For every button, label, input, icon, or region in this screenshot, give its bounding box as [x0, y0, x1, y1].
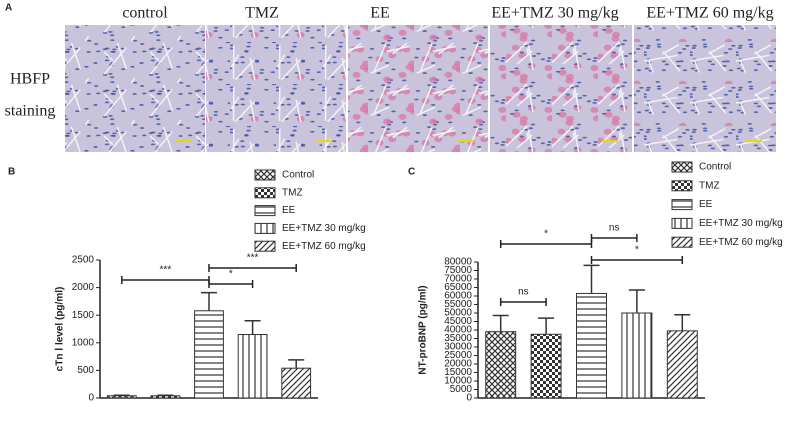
bar: [150, 395, 181, 399]
legend-label: Control: [282, 170, 314, 181]
row-label: staining: [5, 103, 56, 120]
column-label: TMZ: [245, 5, 279, 22]
bar: [621, 312, 653, 399]
y-tick-label: 50000: [444, 308, 472, 319]
histology-image: [65, 25, 205, 152]
legend-swatch: [671, 199, 693, 211]
bar: [106, 395, 137, 399]
bar: [576, 292, 607, 399]
error-bar: [157, 394, 174, 396]
y-axis-label: cTn Ⅰ level (pg/ml): [55, 287, 66, 372]
y-tick-label: 2500: [72, 255, 95, 266]
significance-bracket: [208, 264, 297, 272]
y-tick-label: 1500: [72, 310, 95, 321]
legend-label: TMZ: [282, 187, 303, 198]
error-bar: [674, 313, 691, 331]
significance-bracket: [590, 234, 638, 242]
y-tick-label: 15000: [444, 367, 472, 378]
error-bar: [113, 394, 130, 396]
y-tick-label: 10000: [444, 376, 472, 387]
significance-bracket: [499, 240, 593, 248]
error-bar: [538, 317, 555, 335]
legend-swatch: [671, 180, 693, 192]
legend-label: EE+TMZ 30 mg/kg: [699, 218, 783, 229]
bar: [237, 334, 268, 399]
y-tick-label: 40000: [444, 325, 472, 336]
y-axis-label: NT-proBNP (pg/ml): [418, 285, 429, 374]
y-tick-label: 0: [88, 393, 94, 404]
histology-image: [206, 25, 346, 152]
legend-swatch: [254, 222, 276, 234]
error-bar: [583, 264, 600, 294]
significance-bracket: [499, 298, 547, 306]
significance-bracket: [590, 256, 684, 264]
column-label: EE: [370, 5, 390, 22]
histology-image: [348, 25, 488, 152]
row-label: HBFP: [10, 71, 50, 88]
legend-label: EE+TMZ 60 mg/kg: [282, 241, 366, 252]
y-tick-label: 45000: [444, 316, 472, 327]
y-tick-label: 30000: [444, 342, 472, 353]
legend-label: EE: [282, 205, 296, 216]
bar: [281, 367, 312, 399]
error-bar: [492, 314, 509, 332]
y-tick-label: 20000: [444, 359, 472, 370]
significance-label: *: [544, 229, 548, 240]
error-bar: [244, 319, 261, 335]
y-tick-label: 65000: [444, 282, 472, 293]
y-tick-label: 25000: [444, 350, 472, 361]
legend-swatch: [671, 161, 693, 173]
column-label: EE+TMZ 60 mg/kg: [646, 5, 773, 22]
y-tick-label: 500: [77, 365, 94, 376]
error-bar: [628, 289, 645, 313]
significance-label: ns: [518, 287, 529, 298]
y-tick-label: 55000: [444, 299, 472, 310]
legend-label: EE: [699, 199, 713, 210]
y-tick-label: 70000: [444, 274, 472, 285]
panel-label: B: [8, 167, 15, 178]
bar: [530, 333, 562, 399]
y-tick-label: 5000: [450, 384, 473, 395]
bar: [194, 310, 224, 399]
y-tick-label: 2000: [72, 282, 95, 293]
error-bar: [201, 291, 217, 311]
legend-label: Control: [699, 162, 731, 173]
legend-label: EE+TMZ 30 mg/kg: [282, 223, 366, 234]
significance-bracket: [121, 276, 210, 284]
histology-image: [634, 25, 776, 152]
significance-label: ***: [247, 253, 259, 264]
legend-swatch: [254, 240, 276, 252]
legend-swatch: [254, 187, 276, 199]
y-tick-label: 75000: [444, 265, 472, 276]
panel-label: C: [408, 167, 415, 178]
y-tick-label: 60000: [444, 291, 472, 302]
y-tick-label: 80000: [444, 257, 472, 268]
bar: [485, 331, 517, 399]
significance-label: ns: [609, 223, 620, 234]
legend-label: TMZ: [699, 180, 720, 191]
bar: [666, 330, 698, 399]
y-tick-label: 1000: [72, 337, 95, 348]
significance-label: *: [635, 245, 639, 256]
histology-image: [490, 25, 632, 152]
column-label: control: [122, 5, 168, 22]
panel-label: A: [5, 3, 12, 14]
legend-label: EE+TMZ 60 mg/kg: [699, 237, 783, 248]
significance-label: *: [229, 269, 233, 280]
legend-swatch: [254, 169, 276, 181]
legend-swatch: [671, 236, 693, 248]
y-tick-label: 0: [466, 393, 472, 404]
legend-swatch: [254, 205, 276, 217]
column-label: EE+TMZ 30 mg/kg: [491, 5, 618, 22]
significance-bracket: [208, 280, 254, 288]
y-tick-label: 35000: [444, 333, 472, 344]
legend-swatch: [671, 217, 693, 229]
error-bar: [288, 359, 305, 369]
significance-label: ***: [160, 265, 172, 276]
